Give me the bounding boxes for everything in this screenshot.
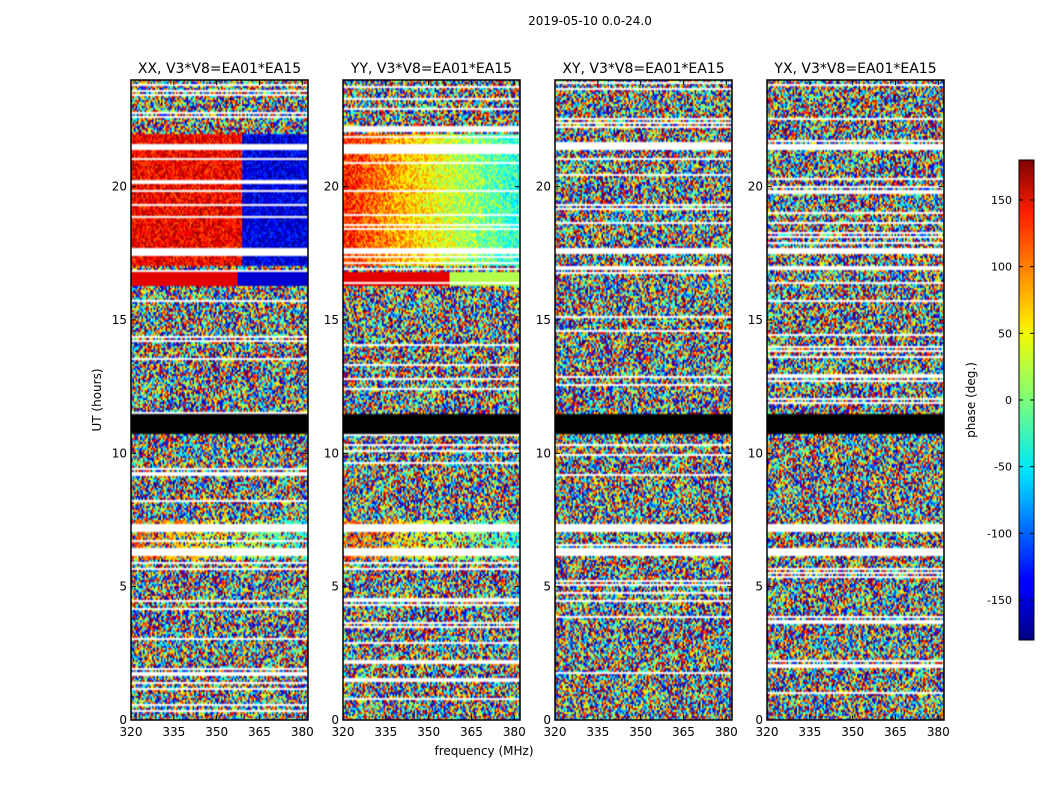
panel-title: YY, V3*V8=EA01*EA15 bbox=[350, 61, 512, 77]
x-tick-label: 320 bbox=[120, 725, 143, 739]
x-tick-label: 350 bbox=[417, 725, 440, 739]
x-axis-label: frequency (MHz) bbox=[434, 744, 533, 758]
x-tick-label: 380 bbox=[291, 725, 314, 739]
y-tick-label: 20 bbox=[748, 180, 763, 194]
panel-frame bbox=[130, 79, 309, 721]
y-tick-label: 10 bbox=[112, 446, 127, 460]
colorbar-tick-label: -100 bbox=[987, 527, 1012, 540]
y-tick-label: 0 bbox=[119, 713, 127, 727]
y-tick-label: 0 bbox=[543, 713, 551, 727]
x-tick-label: 320 bbox=[332, 725, 355, 739]
colorbar-tick-label: 100 bbox=[991, 261, 1012, 274]
colorbar-tick-label: -50 bbox=[994, 461, 1012, 474]
panel-yy: YY, V3*V8=EA01*EA15 320 335 350 365 380 0 5 10 15… bbox=[324, 61, 526, 739]
colorbar: phase (deg.) 150 100 50 0 -50 -100 -150 bbox=[964, 159, 1035, 641]
labels-layer: UT (hours) frequency (MHz) bbox=[90, 368, 534, 758]
panels-layer: XX, V3*V8=EA01*EA15 320 335 350 365 380 0 5 10 15… bbox=[112, 61, 950, 739]
x-tick-label: 350 bbox=[629, 725, 652, 739]
panel-title: XY, V3*V8=EA01*EA15 bbox=[562, 61, 724, 77]
y-tick-label: 5 bbox=[331, 580, 339, 594]
y-tick-label: 10 bbox=[324, 446, 339, 460]
y-tick-label: 5 bbox=[755, 580, 763, 594]
heatmap-image bbox=[343, 80, 520, 720]
colorbar-tick-label: 0 bbox=[1005, 394, 1012, 407]
heatmap-image bbox=[767, 80, 944, 720]
x-tick-label: 365 bbox=[884, 725, 907, 739]
colorbar-tick-label: -150 bbox=[987, 594, 1012, 607]
y-tick-label: 0 bbox=[331, 713, 339, 727]
x-tick-label: 365 bbox=[460, 725, 483, 739]
y-tick-label: 15 bbox=[536, 313, 551, 327]
panel-frame bbox=[554, 79, 733, 721]
y-tick-label: 10 bbox=[748, 446, 763, 460]
y-axis-label: UT (hours) bbox=[90, 368, 104, 431]
x-tick-label: 350 bbox=[205, 725, 228, 739]
panel-frame bbox=[766, 79, 945, 721]
x-tick-label: 335 bbox=[798, 725, 821, 739]
panel-yx: YX, V3*V8=EA01*EA15 320 335 350 365 380 0 5 10 15… bbox=[748, 61, 950, 739]
y-tick-label: 5 bbox=[543, 580, 551, 594]
x-tick-label: 335 bbox=[586, 725, 609, 739]
figure-suptitle: 2019-05-10 0.0-24.0 bbox=[528, 14, 652, 28]
y-tick-label: 15 bbox=[748, 313, 763, 327]
x-tick-label: 335 bbox=[374, 725, 397, 739]
y-tick-label: 15 bbox=[324, 313, 339, 327]
colorbar-tick-label: 150 bbox=[991, 194, 1012, 207]
y-tick-label: 20 bbox=[324, 180, 339, 194]
y-tick-label: 20 bbox=[112, 180, 127, 194]
heatmap-image bbox=[131, 80, 308, 720]
y-tick-label: 15 bbox=[112, 313, 127, 327]
panel-title: XX, V3*V8=EA01*EA15 bbox=[138, 61, 301, 77]
panel-xx: XX, V3*V8=EA01*EA15 320 335 350 365 380 0 5 10 15… bbox=[112, 61, 314, 739]
x-tick-label: 380 bbox=[715, 725, 738, 739]
x-tick-label: 365 bbox=[248, 725, 271, 739]
x-tick-label: 365 bbox=[672, 725, 695, 739]
panel-frame bbox=[342, 79, 521, 721]
x-tick-label: 320 bbox=[756, 725, 779, 739]
y-tick-label: 0 bbox=[755, 713, 763, 727]
x-tick-label: 350 bbox=[841, 725, 864, 739]
panel-title: YX, V3*V8=EA01*EA15 bbox=[773, 61, 936, 77]
colorbar-label: phase (deg.) bbox=[964, 362, 978, 438]
x-tick-label: 335 bbox=[162, 725, 185, 739]
colorbar-tick-label: 50 bbox=[998, 327, 1012, 340]
x-tick-label: 380 bbox=[503, 725, 526, 739]
y-tick-label: 20 bbox=[536, 180, 551, 194]
y-tick-label: 10 bbox=[536, 446, 551, 460]
colorbar-ticks: 150 100 50 0 -50 -100 -150 bbox=[987, 194, 1034, 607]
heatmap-image bbox=[555, 80, 732, 720]
y-tick-label: 5 bbox=[119, 580, 127, 594]
x-tick-label: 380 bbox=[927, 725, 950, 739]
x-tick-label: 320 bbox=[544, 725, 567, 739]
panel-xy: XY, V3*V8=EA01*EA15 320 335 350 365 380 0 5 10 15… bbox=[536, 61, 738, 739]
